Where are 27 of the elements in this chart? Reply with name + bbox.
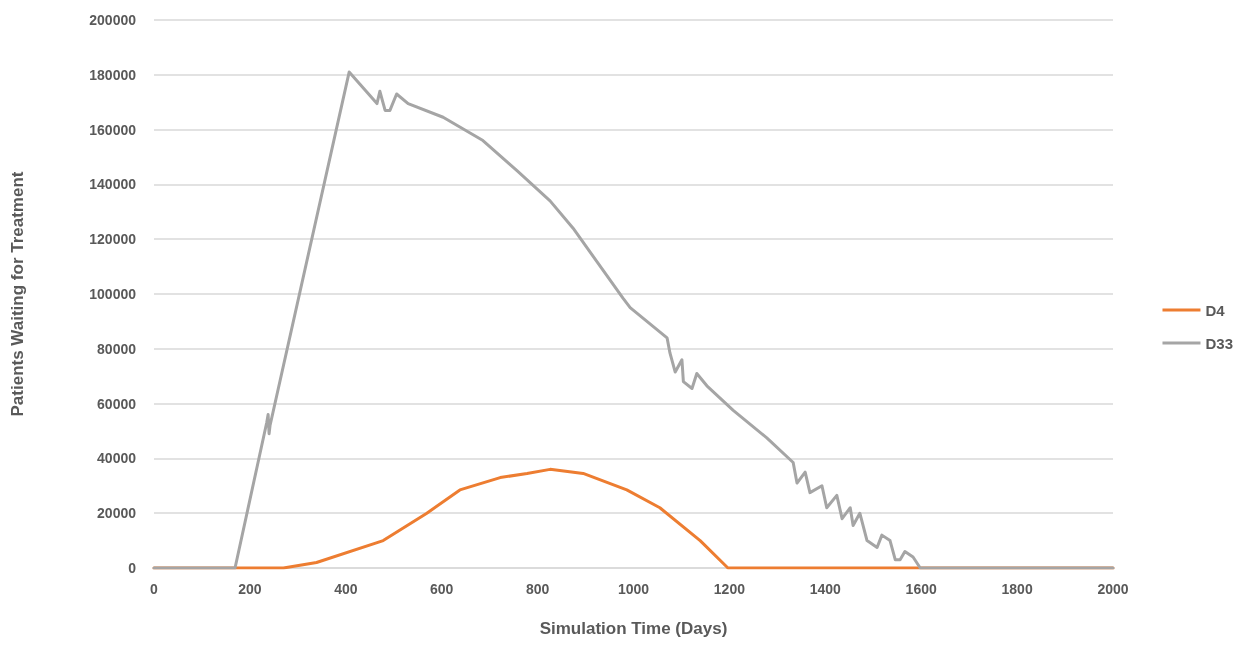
- y-tick-label: 160000: [89, 121, 137, 138]
- x-tick-label: 1200: [713, 581, 746, 597]
- x-tick-label: 600: [430, 581, 454, 597]
- y-tick-label: 60000: [97, 395, 137, 412]
- y-tick-label: 0: [128, 560, 137, 576]
- y-axis-title: Patients Waiting for Treatment: [8, 171, 27, 417]
- x-tick-label: 800: [525, 581, 550, 597]
- y-tick-label: 40000: [97, 450, 137, 467]
- y-tick-label: 180000: [89, 66, 137, 83]
- legend-label: D4: [1205, 301, 1226, 319]
- y-tick-label: 120000: [89, 231, 137, 248]
- legend-label: D33: [1205, 334, 1234, 352]
- y-tick-label: 80000: [97, 340, 137, 357]
- y-tick-label: 20000: [97, 505, 137, 522]
- x-tick-label: 1600: [905, 581, 937, 597]
- y-tick-label: 100000: [89, 286, 137, 302]
- x-axis-title: Simulation Time (Days): [539, 619, 728, 638]
- y-tick-label: 140000: [89, 176, 137, 193]
- x-tick-label: 1000: [617, 581, 650, 597]
- x-tick-label: 0: [150, 581, 159, 597]
- line-series: [152, 70, 1115, 570]
- x-tick-label: 1400: [809, 581, 842, 597]
- x-tick-label: 2000: [1097, 581, 1129, 597]
- x-tick-label: 200: [238, 581, 262, 597]
- y-tick-label: 200000: [89, 12, 137, 28]
- x-tick-label: 1800: [1001, 581, 1033, 597]
- x-tick-label: 400: [334, 581, 358, 597]
